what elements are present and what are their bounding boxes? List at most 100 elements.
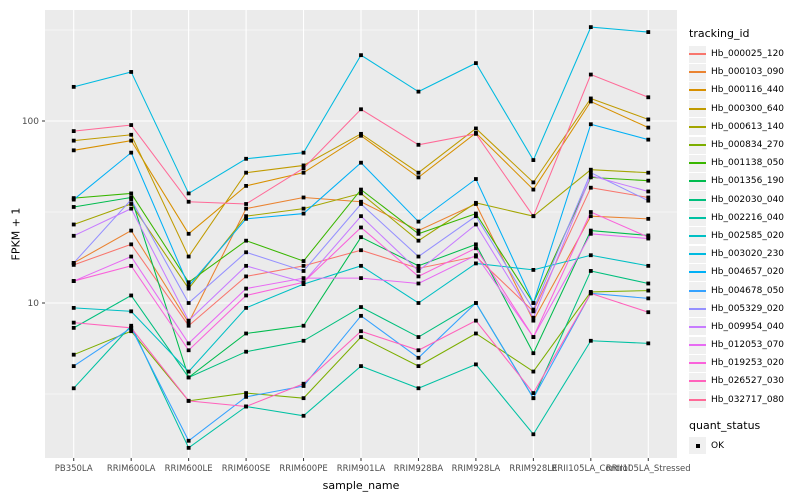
data-point <box>359 305 363 309</box>
legend-item-Hb_003020_230: Hb_003020_230 <box>689 245 799 263</box>
data-point <box>71 138 76 143</box>
legend-key-swatch <box>689 372 706 390</box>
y-tick-label: 100 <box>22 117 39 127</box>
legend-label: Hb_004657_020 <box>711 267 785 278</box>
legend-key-swatch <box>689 118 706 136</box>
data-point <box>416 263 421 268</box>
legend-item-Hb_001356_190: Hb_001356_190 <box>689 172 799 190</box>
legend-label: Hb_032717_080 <box>711 394 785 405</box>
legend-label: Hb_003020_230 <box>711 249 785 260</box>
data-point <box>186 286 191 291</box>
quant-status-key-swatch <box>689 437 706 455</box>
data-point <box>474 200 478 205</box>
data-point <box>416 266 421 271</box>
data-point <box>588 72 593 77</box>
data-point <box>301 150 306 155</box>
data-point <box>588 253 593 258</box>
data-point <box>301 276 306 281</box>
data-point <box>416 281 421 286</box>
data-point <box>359 313 363 318</box>
legend-item-Hb_005329_020: Hb_005329_020 <box>689 300 799 318</box>
data-point <box>588 122 593 127</box>
data-point <box>416 274 421 279</box>
data-point <box>244 216 248 221</box>
data-point <box>646 263 651 268</box>
data-point <box>244 286 248 291</box>
data-point <box>416 238 421 243</box>
data-point <box>416 335 421 339</box>
data-point <box>71 197 76 202</box>
legend-title-tracking-id: tracking_id <box>689 27 750 40</box>
data-point <box>244 305 248 310</box>
legend-label: Hb_000025_120 <box>711 49 785 60</box>
data-point <box>129 70 134 74</box>
data-point <box>186 369 191 374</box>
data-point <box>588 96 593 101</box>
legend-item-Hb_000300_640: Hb_000300_640 <box>689 100 799 118</box>
legend-key-swatch <box>689 318 706 336</box>
x-tick-label: PB350LA <box>55 464 93 474</box>
data-point <box>416 301 421 305</box>
data-point <box>588 99 593 104</box>
x-tick-label: RRIM901LA <box>337 464 386 474</box>
data-point <box>531 268 536 272</box>
data-point <box>646 178 651 183</box>
data-point <box>359 202 363 206</box>
data-point <box>301 323 306 328</box>
data-point <box>186 254 191 259</box>
data-point <box>474 61 478 66</box>
data-point <box>244 391 248 395</box>
data-point <box>71 205 76 209</box>
legend-label: Hb_002216_040 <box>711 212 785 223</box>
data-point <box>244 349 248 354</box>
legend-item-Hb_009954_040: Hb_009954_040 <box>689 318 799 336</box>
legend-item-Hb_002030_040: Hb_002030_040 <box>689 191 799 209</box>
data-point <box>301 263 306 268</box>
legend-items: Hb_000025_120 Hb_000103_090 Hb_000116_440 H… <box>689 45 799 409</box>
data-point <box>301 211 306 216</box>
legend-label: Hb_000834_270 <box>711 140 785 151</box>
data-point <box>359 225 363 230</box>
legend-title-quant-status: quant_status <box>689 418 761 432</box>
x-axis-title: sample_name <box>322 479 400 492</box>
data-point <box>244 214 248 219</box>
data-point <box>531 315 536 320</box>
data-point <box>71 320 76 325</box>
legend-key-line <box>689 107 706 110</box>
data-point <box>129 329 134 334</box>
legend-label: Hb_026527_030 <box>711 376 785 387</box>
data-point <box>359 53 363 58</box>
data-point <box>531 301 536 305</box>
data-point <box>129 138 134 143</box>
data-point <box>186 301 191 305</box>
legend-key-swatch <box>689 263 706 281</box>
data-point <box>129 263 134 268</box>
data-point <box>186 348 191 353</box>
legend-label: Hb_000116_440 <box>711 85 785 96</box>
data-point <box>646 216 651 221</box>
data-point <box>416 348 421 353</box>
legend-key-line <box>689 362 706 365</box>
legend-key-swatch <box>689 100 706 118</box>
data-point <box>301 170 306 175</box>
x-tick-label: RRIM928BA <box>394 464 444 474</box>
legend-label: Hb_001138_050 <box>711 158 785 169</box>
data-point <box>531 158 536 162</box>
data-point <box>129 325 134 330</box>
legend-key-swatch <box>689 154 706 172</box>
legend-label: Hb_009954_040 <box>711 321 785 332</box>
data-point <box>186 320 191 325</box>
x-tick-label: RRIM928LE <box>509 464 557 474</box>
data-point <box>301 259 306 263</box>
legend-key-swatch <box>689 172 706 190</box>
data-point <box>416 175 421 180</box>
data-point <box>416 254 421 259</box>
legend-item-Hb_000613_140: Hb_000613_140 <box>689 118 799 136</box>
legend-item-Hb_002216_040: Hb_002216_040 <box>689 209 799 227</box>
data-point <box>71 305 76 310</box>
quant-status-item: OK <box>689 437 799 455</box>
data-point <box>416 142 421 147</box>
data-point <box>71 233 76 238</box>
data-point <box>474 242 478 247</box>
